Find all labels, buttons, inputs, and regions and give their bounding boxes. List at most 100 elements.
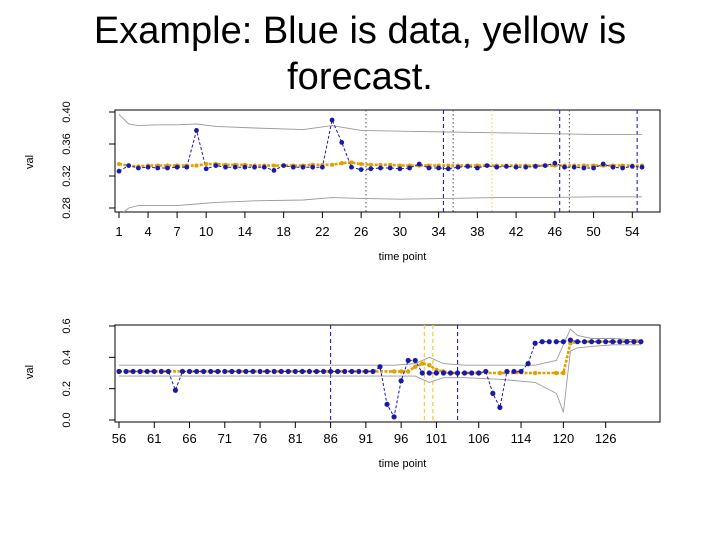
x-tick-label: 91 (359, 431, 373, 446)
y-tick-label: 0.4 (61, 350, 73, 365)
data-point (358, 167, 364, 173)
data-point (407, 165, 412, 171)
x-tick-label: 56 (112, 431, 126, 446)
forecast-point (330, 162, 335, 167)
data-point (339, 140, 345, 145)
y-tick-label: 0.28 (61, 197, 73, 218)
data-point (208, 368, 214, 375)
data-point (123, 368, 129, 375)
forecast-point (339, 161, 344, 166)
data-point (349, 368, 355, 375)
data-point (335, 368, 341, 375)
data-point (215, 368, 221, 375)
y-tick-label: 0.2 (61, 381, 73, 396)
series-upper-line (119, 328, 641, 366)
data-point (194, 127, 199, 133)
series-lower-line (119, 344, 641, 413)
data-point (574, 339, 581, 345)
data-point (532, 340, 538, 346)
x-tick-label: 22 (315, 224, 329, 239)
data-point (184, 164, 190, 170)
data-point (320, 368, 327, 375)
data-point (447, 370, 454, 376)
data-point (454, 370, 461, 376)
forecast-point (420, 361, 425, 366)
slide-title: Example: Blue is data, yellow is forecas… (93, 10, 627, 98)
series-lower-line (123, 196, 642, 212)
data-point (397, 166, 403, 172)
x-tick-label: 61 (147, 431, 161, 446)
data-point (596, 339, 602, 345)
x-tick-label: 126 (595, 431, 617, 446)
forecast-point (405, 369, 411, 374)
x-tick-label: 96 (394, 431, 408, 446)
data-point (203, 166, 209, 172)
data-point (310, 164, 316, 170)
x-tick-label: 54 (625, 224, 639, 239)
data-point (368, 166, 374, 172)
data-point (144, 368, 150, 375)
data-point (562, 164, 567, 170)
data-point (639, 164, 645, 170)
forecast-point (427, 362, 432, 368)
chart-top: 0.280.320.360.401 4 7 10 14 18 22 26 30 34 38 42 46 5… (24, 101, 661, 263)
plot-area (116, 325, 644, 422)
x-axis-label: time point (379, 458, 427, 470)
data-point (504, 368, 510, 375)
data-point (378, 165, 383, 171)
x-axis-label: time point (379, 251, 427, 263)
data-point (426, 165, 432, 171)
y-tick-label: 0.40 (61, 101, 73, 122)
forecast-point (413, 364, 418, 369)
data-point (455, 164, 461, 170)
data-point (571, 164, 577, 170)
data-point (433, 370, 439, 376)
data-point (542, 163, 548, 169)
data-point (476, 370, 482, 376)
data-point (290, 164, 296, 170)
data-point (278, 368, 284, 375)
data-point (588, 339, 595, 345)
x-tick-label: 18 (276, 224, 290, 239)
x-tick-label: 76 (253, 431, 267, 446)
chart-bottom: 0.0 0.2 0.4 0.6 56 61 66 71 76 81 86 91 96 101 106 114 1… (24, 318, 661, 470)
data-point (483, 368, 489, 375)
data-point (553, 339, 559, 345)
forecast-point (398, 369, 404, 374)
data-point (319, 164, 325, 170)
x-tick-label: 86 (323, 431, 337, 446)
forecast-point (561, 370, 566, 376)
data-point (591, 165, 596, 171)
data-point (236, 368, 242, 375)
data-point (363, 368, 369, 375)
x-tick-label: 50 (586, 224, 600, 239)
data-point (174, 164, 180, 170)
x-tick-label: 10 (199, 224, 213, 239)
data-point (560, 339, 566, 345)
data-point (313, 368, 320, 375)
data-point (222, 368, 228, 375)
x-tick-label: 14 (238, 224, 252, 239)
data-point (631, 339, 637, 345)
data-point (462, 370, 468, 376)
y-tick-label: 0.36 (61, 133, 73, 154)
forecast-point (497, 370, 503, 376)
forecast-point (204, 161, 209, 167)
data-point (261, 164, 267, 170)
x-tick-label: 42 (509, 224, 523, 239)
data-point (186, 368, 193, 375)
x-tick-label: 114 (511, 431, 532, 446)
data-point (474, 165, 480, 171)
forecast-point (116, 161, 122, 167)
data-point (624, 339, 630, 345)
data-point (300, 164, 306, 170)
data-point (490, 390, 496, 396)
data-point (539, 339, 545, 345)
forecast-point (194, 163, 199, 168)
data-point (292, 368, 298, 375)
data-point (567, 337, 574, 343)
data-point (610, 164, 616, 170)
forecast-point (446, 163, 451, 168)
data-point (299, 368, 305, 375)
data-point (370, 368, 376, 375)
